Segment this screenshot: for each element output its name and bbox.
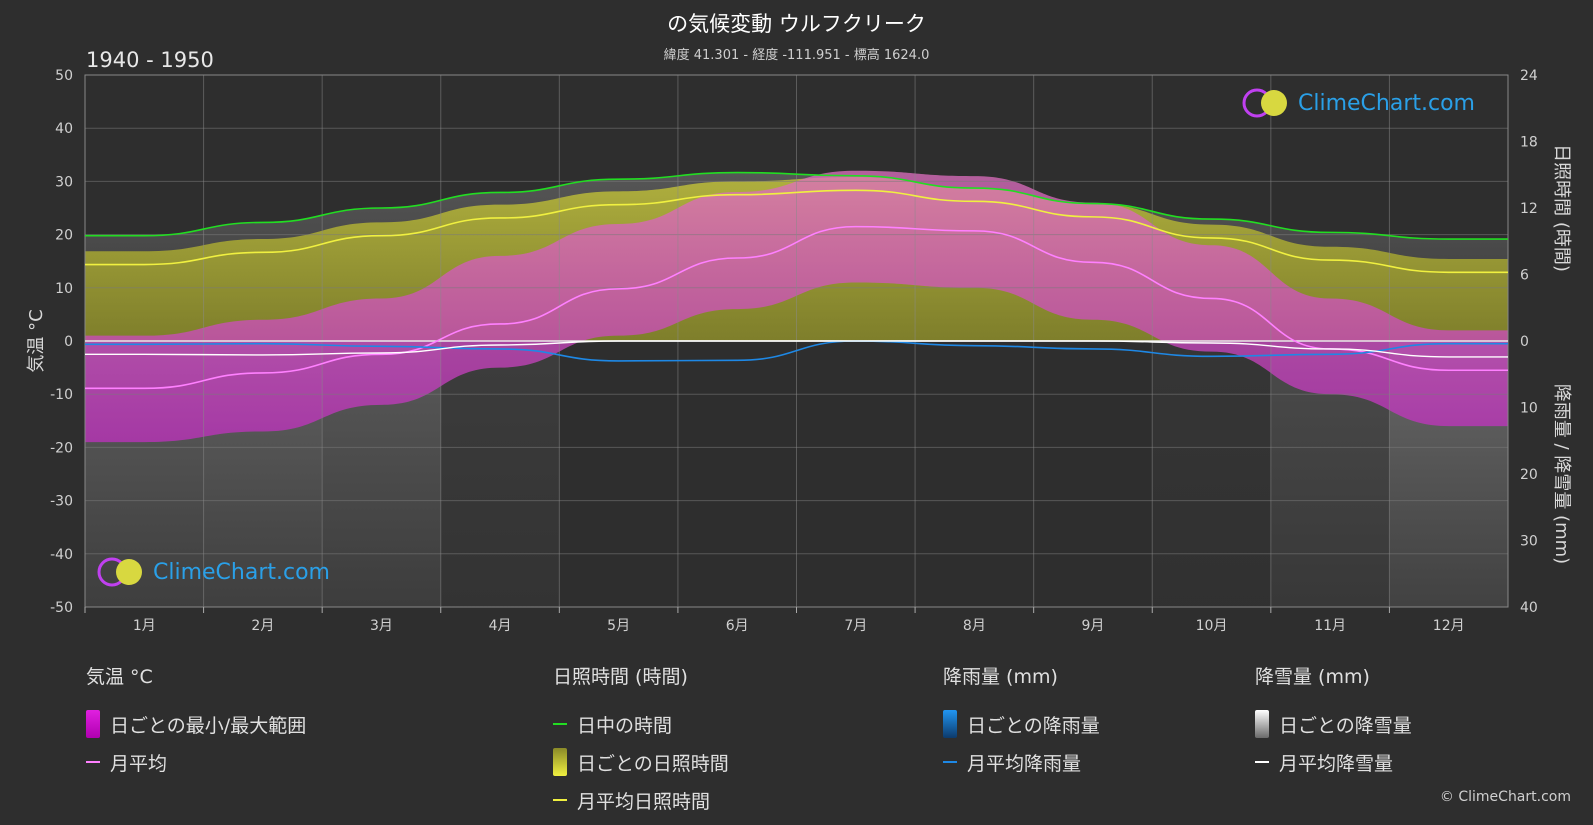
logo-top[interactable]: ClimeChart.com — [1240, 86, 1475, 120]
left-tick-label: 50 — [55, 68, 73, 84]
legend-snow-heading: 降雪量 (mm) — [1255, 666, 1370, 688]
left-tick-label: -20 — [50, 440, 73, 456]
legend-rain-avg-label: 月平均降雨量 — [967, 752, 1082, 775]
right-top-axis-title: 日照時間 (時間) — [1551, 144, 1572, 272]
left-tick-label: 40 — [55, 121, 73, 137]
legend-sun-heading: 日照時間 (時間) — [553, 666, 688, 688]
legend-daily-sunshine-label: 日ごとの日照時間 — [577, 752, 729, 775]
legend-rain: 降雨量 (mm) 日ごとの降雨量 月平均降雨量 — [943, 662, 1100, 781]
right-precip-tick-label: 20 — [1520, 467, 1538, 483]
month-label: 6月 — [726, 618, 749, 634]
snow-bar-month-10 — [1152, 341, 1271, 607]
month-label: 4月 — [489, 618, 512, 634]
legend-snow-avg: 月平均降雪量 — [1255, 743, 1412, 781]
right-hours-tick-label: 0 — [1520, 334, 1529, 350]
month-label: 3月 — [370, 618, 393, 634]
snow-swatch — [1255, 710, 1269, 738]
left-tick-label: 0 — [64, 334, 73, 350]
sunshine-swatch — [553, 748, 567, 776]
legend-temp-avg-label: 月平均 — [110, 752, 168, 775]
legend-daylight-label: 日中の時間 — [577, 714, 673, 737]
legend-daily-rain-label: 日ごとの降雨量 — [967, 714, 1100, 737]
legend-temp-heading: 気温 °C — [86, 666, 153, 688]
legend-sunshine: 日照時間 (時間) 日中の時間 日ごとの日照時間 月平均日照時間 — [553, 662, 729, 819]
snow-bar-month-4 — [440, 341, 560, 607]
month-label: 12月 — [1433, 618, 1465, 634]
rain-avg-swatch — [943, 761, 957, 763]
legend-daily-snow-label: 日ごとの降雪量 — [1279, 714, 1412, 737]
legend-temp-range: 日ごとの最小/最大範囲 — [86, 705, 306, 743]
legend-temp-range-label: 日ごとの最小/最大範囲 — [110, 714, 307, 737]
logo-text: ClimeChart.com — [1298, 90, 1475, 116]
chart-subtitle: 緯度 41.301 - 経度 -111.951 - 標高 1624.0 — [663, 48, 930, 63]
temp-range-swatch — [86, 710, 100, 738]
left-tick-label: -10 — [50, 387, 73, 403]
left-tick-label: -50 — [50, 600, 73, 616]
legend-sun-avg-label: 月平均日照時間 — [577, 790, 711, 813]
snow-avg-swatch — [1255, 761, 1269, 763]
logo-text: ClimeChart.com — [153, 559, 330, 585]
right-hours-tick-label: 12 — [1520, 201, 1538, 217]
legend-daylight: 日中の時間 — [553, 705, 729, 743]
daylight-swatch — [553, 723, 567, 725]
legend-temperature: 気温 °C 日ごとの最小/最大範囲 月平均 — [86, 662, 306, 781]
right-hours-tick-label: 6 — [1520, 268, 1529, 284]
right-hours-tick-label: 24 — [1520, 68, 1538, 84]
chart-title: の気候変動 ウルフクリーク — [667, 12, 926, 36]
temperature-avg-line — [85, 225, 1508, 390]
left-tick-label: -30 — [50, 494, 73, 510]
climechart-logo-icon — [97, 557, 142, 587]
snow-avg-line — [85, 340, 1508, 358]
rain-avg-line — [85, 340, 1508, 362]
right-hours-tick-label: 18 — [1520, 135, 1538, 151]
legend-daily-snow: 日ごとの降雪量 — [1255, 705, 1412, 743]
month-label: 8月 — [963, 618, 986, 634]
month-label: 11月 — [1314, 618, 1346, 634]
sun-avg-swatch — [553, 799, 567, 801]
right-precip-tick-label: 30 — [1520, 534, 1538, 550]
sunshine-avg-line — [85, 189, 1508, 274]
copyright: © ClimeChart.com — [1439, 789, 1571, 805]
legend-rain-avg: 月平均降雨量 — [943, 743, 1100, 781]
legend-snow-avg-label: 月平均降雪量 — [1279, 752, 1394, 775]
left-tick-label: 30 — [55, 174, 73, 190]
daylight-line — [85, 171, 1508, 240]
left-tick-label: -40 — [50, 547, 73, 563]
right-bottom-axis-title: 降雨量 / 降雪量 (mm) — [1551, 384, 1572, 564]
legend-snow: 降雪量 (mm) 日ごとの降雪量 月平均降雪量 — [1255, 662, 1412, 781]
left-axis-title: 気温 °C — [26, 309, 47, 372]
right-precip-tick-label: 10 — [1520, 401, 1538, 417]
legend-daily-sunshine: 日ごとの日照時間 — [553, 743, 729, 781]
month-label: 7月 — [844, 618, 867, 634]
left-tick-label: 10 — [55, 281, 73, 297]
month-label: 9月 — [1081, 618, 1104, 634]
left-tick-label: 20 — [55, 228, 73, 244]
legend-rain-heading: 降雨量 (mm) — [943, 666, 1058, 688]
month-label: 2月 — [251, 618, 274, 634]
legend-daily-rain: 日ごとの降雨量 — [943, 705, 1100, 743]
month-label: 5月 — [607, 618, 630, 634]
legend-sun-avg: 月平均日照時間 — [553, 781, 729, 819]
logo-bottom[interactable]: ClimeChart.com — [95, 555, 330, 589]
legend-temp-avg: 月平均 — [86, 743, 306, 781]
month-label: 1月 — [133, 618, 156, 634]
temp-avg-swatch — [86, 761, 100, 763]
month-label: 10月 — [1196, 618, 1228, 634]
right-precip-tick-label: 40 — [1520, 600, 1538, 616]
rain-swatch — [943, 710, 957, 738]
period-label: 1940 - 1950 — [86, 48, 214, 72]
climechart-logo-icon — [1242, 88, 1287, 118]
